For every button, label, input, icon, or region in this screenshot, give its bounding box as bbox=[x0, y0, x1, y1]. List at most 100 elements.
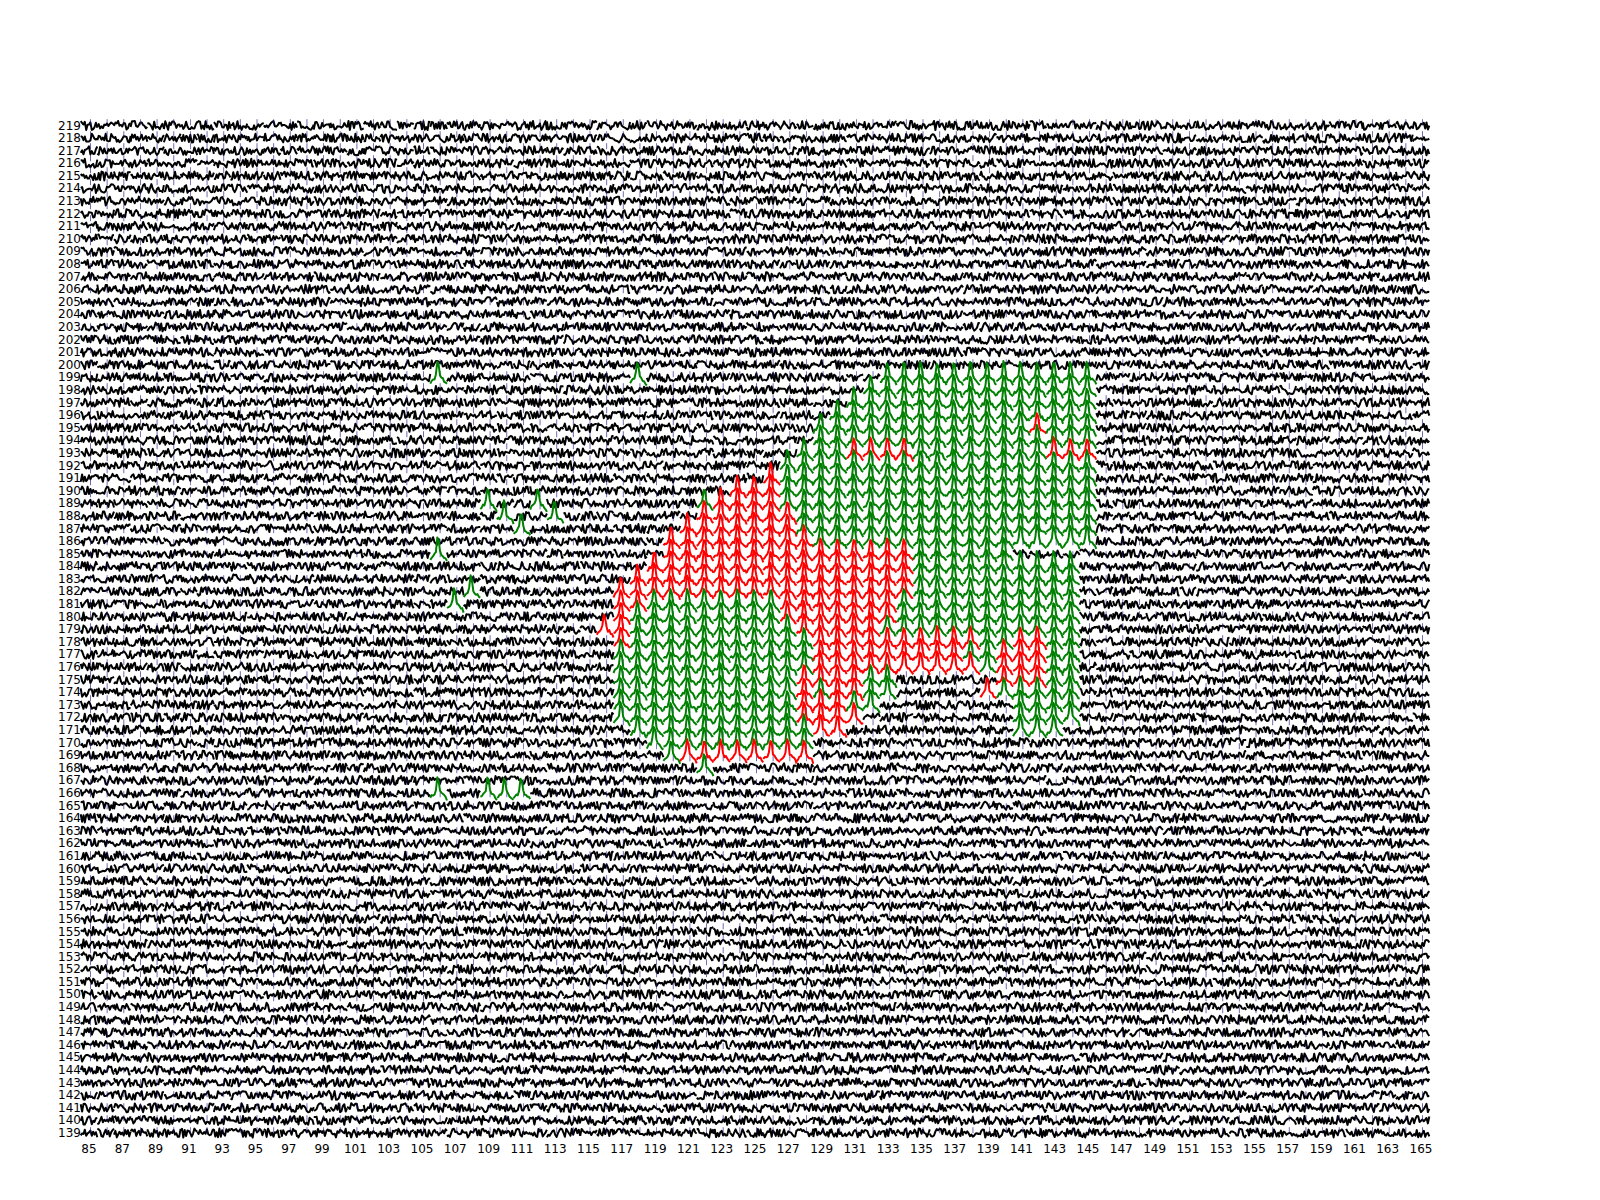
trace bbox=[1213, 927, 1230, 935]
trace bbox=[680, 1129, 697, 1136]
trace bbox=[1130, 1091, 1147, 1100]
trace bbox=[480, 877, 497, 885]
trace bbox=[980, 1054, 997, 1062]
trace bbox=[1363, 902, 1380, 910]
trace bbox=[547, 1118, 564, 1124]
trace bbox=[1163, 1041, 1180, 1048]
trace bbox=[947, 877, 964, 884]
trace bbox=[397, 1053, 414, 1061]
trace bbox=[813, 1015, 830, 1024]
trace bbox=[1080, 1117, 1097, 1125]
trace bbox=[164, 1004, 181, 1011]
trace bbox=[780, 940, 797, 948]
trace bbox=[797, 1003, 814, 1011]
trace bbox=[996, 1105, 1013, 1111]
trace bbox=[580, 1015, 597, 1024]
trace bbox=[730, 880, 747, 885]
trace bbox=[1063, 915, 1080, 923]
trace bbox=[713, 1066, 730, 1073]
trace bbox=[480, 952, 497, 960]
trace bbox=[863, 889, 880, 898]
trace bbox=[1096, 1118, 1113, 1125]
trace bbox=[1296, 954, 1313, 961]
trace bbox=[1296, 1068, 1313, 1074]
trace bbox=[1013, 1091, 1030, 1098]
trace bbox=[214, 1091, 231, 1098]
trace bbox=[647, 940, 664, 949]
trace bbox=[730, 927, 747, 936]
trace bbox=[114, 829, 131, 835]
trace bbox=[1413, 903, 1430, 910]
trace bbox=[214, 891, 231, 897]
trace bbox=[1346, 1041, 1363, 1048]
trace bbox=[1230, 1015, 1247, 1024]
trace bbox=[963, 1029, 980, 1037]
trace bbox=[1163, 889, 1180, 897]
trace bbox=[81, 990, 98, 998]
trace bbox=[214, 1015, 231, 1023]
trace bbox=[1230, 940, 1247, 948]
trace bbox=[330, 1091, 347, 1100]
trace bbox=[1180, 864, 1197, 872]
trace bbox=[597, 990, 614, 998]
trace bbox=[1379, 1067, 1396, 1074]
trace bbox=[364, 953, 381, 960]
trace bbox=[1130, 915, 1147, 922]
trace bbox=[330, 927, 347, 936]
trace bbox=[863, 1079, 880, 1086]
trace bbox=[930, 839, 947, 847]
trace bbox=[880, 940, 897, 949]
trace bbox=[913, 1078, 930, 1085]
trace bbox=[1363, 1029, 1380, 1037]
trace bbox=[713, 1104, 730, 1111]
trace bbox=[647, 965, 664, 974]
trace bbox=[1246, 852, 1263, 861]
trace bbox=[1296, 1015, 1313, 1024]
trace bbox=[414, 953, 431, 961]
trace bbox=[364, 991, 381, 999]
trace bbox=[847, 966, 864, 973]
trace bbox=[1063, 1015, 1080, 1024]
trace bbox=[314, 864, 331, 871]
trace bbox=[464, 1015, 481, 1023]
trace bbox=[247, 1066, 264, 1073]
trace bbox=[414, 1118, 431, 1125]
trace bbox=[347, 1053, 364, 1061]
trace bbox=[1096, 1029, 1113, 1036]
trace bbox=[1346, 839, 1363, 846]
trace bbox=[1296, 1130, 1313, 1138]
trace bbox=[1113, 1028, 1130, 1037]
trace bbox=[1180, 1015, 1197, 1023]
trace bbox=[630, 1029, 647, 1036]
trace bbox=[947, 826, 964, 835]
trace bbox=[930, 1091, 947, 1100]
trace bbox=[480, 902, 497, 908]
trace bbox=[181, 952, 198, 960]
trace bbox=[780, 864, 797, 872]
trace bbox=[663, 1003, 680, 1012]
trace bbox=[730, 1129, 747, 1137]
trace bbox=[114, 902, 131, 910]
trace bbox=[281, 965, 298, 974]
trace bbox=[181, 1091, 198, 1099]
trace bbox=[947, 1015, 964, 1024]
trace bbox=[114, 1130, 131, 1137]
trace bbox=[414, 828, 431, 835]
trace bbox=[680, 877, 697, 886]
trace bbox=[1080, 902, 1097, 910]
trace bbox=[614, 927, 631, 935]
trace bbox=[330, 966, 347, 972]
trace bbox=[414, 1091, 431, 1100]
trace bbox=[131, 990, 148, 998]
trace bbox=[847, 1053, 864, 1062]
trace bbox=[1246, 1028, 1263, 1036]
trace bbox=[480, 1129, 497, 1137]
trace bbox=[730, 890, 747, 899]
trace bbox=[830, 827, 847, 835]
trace bbox=[580, 1105, 597, 1111]
trace bbox=[197, 902, 214, 911]
trace bbox=[1030, 840, 1047, 848]
trace bbox=[614, 965, 631, 973]
trace bbox=[1379, 1118, 1396, 1125]
trace bbox=[1130, 965, 1147, 973]
